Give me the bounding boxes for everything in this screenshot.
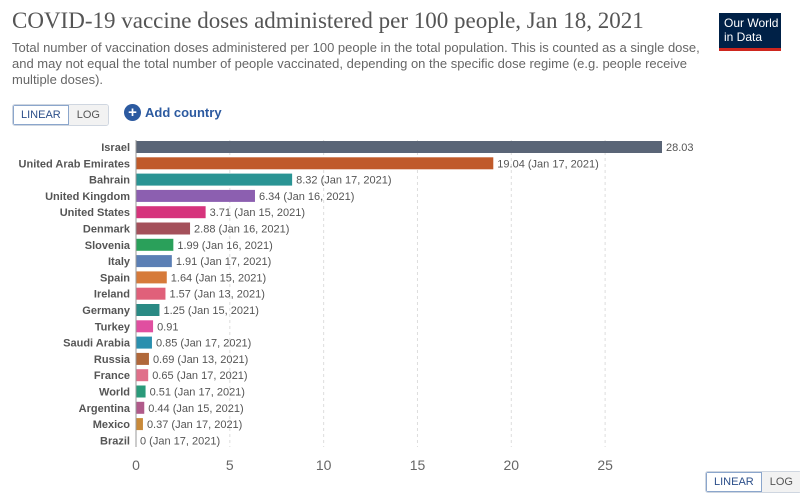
bar[interactable]	[136, 401, 145, 414]
value-label: 1.25 (Jan 15, 2021)	[163, 305, 258, 317]
value-label: 8.32 (Jan 17, 2021)	[296, 175, 391, 187]
add-country-label: Add country	[145, 105, 222, 120]
value-label: 3.71 (Jan 15, 2021)	[210, 207, 305, 219]
logo-line-2: in Data	[724, 30, 763, 44]
category-label: Israel	[101, 142, 130, 154]
value-label: 0.85 (Jan 17, 2021)	[156, 338, 251, 350]
linear-scale-button-bottom[interactable]: LINEAR	[706, 472, 762, 492]
value-label: 1.91 (Jan 17, 2021)	[176, 256, 271, 268]
bar[interactable]	[136, 287, 166, 300]
bar[interactable]	[136, 352, 149, 365]
category-label: Turkey	[95, 321, 131, 333]
value-label: 0.91	[157, 321, 178, 333]
value-label: 6.34 (Jan 16, 2021)	[259, 191, 354, 203]
x-tick-label: 10	[316, 457, 332, 473]
value-label: 0.65 (Jan 17, 2021)	[152, 370, 247, 382]
bar[interactable]	[136, 369, 149, 382]
add-country-button[interactable]: + Add country	[124, 104, 222, 121]
bar[interactable]	[136, 206, 206, 219]
x-tick-label: 5	[226, 457, 234, 473]
category-label: Spain	[100, 272, 130, 284]
bar[interactable]	[136, 271, 167, 284]
chart-subtitle: Total number of vaccination doses admini…	[12, 40, 700, 87]
category-label: France	[94, 370, 130, 382]
bar[interactable]	[136, 238, 174, 251]
bar[interactable]	[136, 255, 172, 268]
x-tick-label: 25	[597, 457, 613, 473]
value-label: 0.51 (Jan 17, 2021)	[150, 387, 245, 399]
value-label: 0.44 (Jan 15, 2021)	[148, 403, 243, 415]
bar[interactable]	[136, 336, 152, 349]
chart-title: COVID-19 vaccine doses administered per …	[12, 8, 644, 33]
value-label: 28.03	[666, 142, 694, 154]
x-tick-label: 0	[132, 457, 140, 473]
value-label: 0 (Jan 17, 2021)	[140, 435, 220, 447]
value-label: 1.64 (Jan 15, 2021)	[171, 272, 266, 284]
bar[interactable]	[136, 385, 146, 398]
category-label: United States	[60, 207, 130, 219]
bar[interactable]	[136, 157, 494, 170]
bar[interactable]	[136, 141, 662, 153]
category-label: Brazil	[100, 435, 130, 447]
category-label: Saudi Arabia	[63, 338, 131, 350]
category-label: Slovenia	[85, 240, 131, 252]
logo-line-1: Our World	[724, 16, 779, 30]
bar[interactable]	[136, 222, 191, 235]
category-label: Ireland	[94, 289, 130, 301]
category-label: Germany	[82, 305, 131, 317]
x-tick-label: 15	[410, 457, 426, 473]
category-label: Russia	[94, 354, 131, 366]
bar[interactable]	[136, 418, 143, 431]
value-label: 0.37 (Jan 17, 2021)	[147, 419, 242, 431]
linear-scale-button[interactable]: LINEAR	[13, 105, 69, 125]
value-label: 0.69 (Jan 13, 2021)	[153, 354, 248, 366]
bar[interactable]	[136, 173, 293, 186]
value-label: 1.99 (Jan 16, 2021)	[177, 240, 272, 252]
category-label: World	[99, 387, 130, 399]
scale-toggle-top: LINEAR LOG	[12, 104, 109, 126]
category-label: United Arab Emirates	[19, 158, 130, 170]
owid-logo[interactable]: Our World in Data	[719, 13, 781, 51]
value-label: 2.88 (Jan 16, 2021)	[194, 224, 289, 236]
category-label: Denmark	[83, 224, 131, 236]
value-label: 1.57 (Jan 13, 2021)	[169, 289, 264, 301]
x-tick-label: 20	[504, 457, 520, 473]
plus-circle-icon: +	[124, 104, 141, 121]
scale-toggle-bottom: LINEAR LOG	[705, 471, 800, 493]
category-label: Bahrain	[89, 175, 130, 187]
category-label: Italy	[108, 256, 131, 268]
value-label: 19.04 (Jan 17, 2021)	[497, 158, 599, 170]
category-label: Argentina	[79, 403, 131, 415]
category-label: United Kingdom	[45, 191, 130, 203]
log-scale-button-bottom[interactable]: LOG	[761, 472, 800, 492]
log-scale-button[interactable]: LOG	[68, 105, 108, 125]
category-label: Mexico	[93, 419, 131, 431]
bar[interactable]	[136, 304, 160, 316]
bar[interactable]	[136, 320, 154, 333]
bar[interactable]	[136, 189, 255, 202]
